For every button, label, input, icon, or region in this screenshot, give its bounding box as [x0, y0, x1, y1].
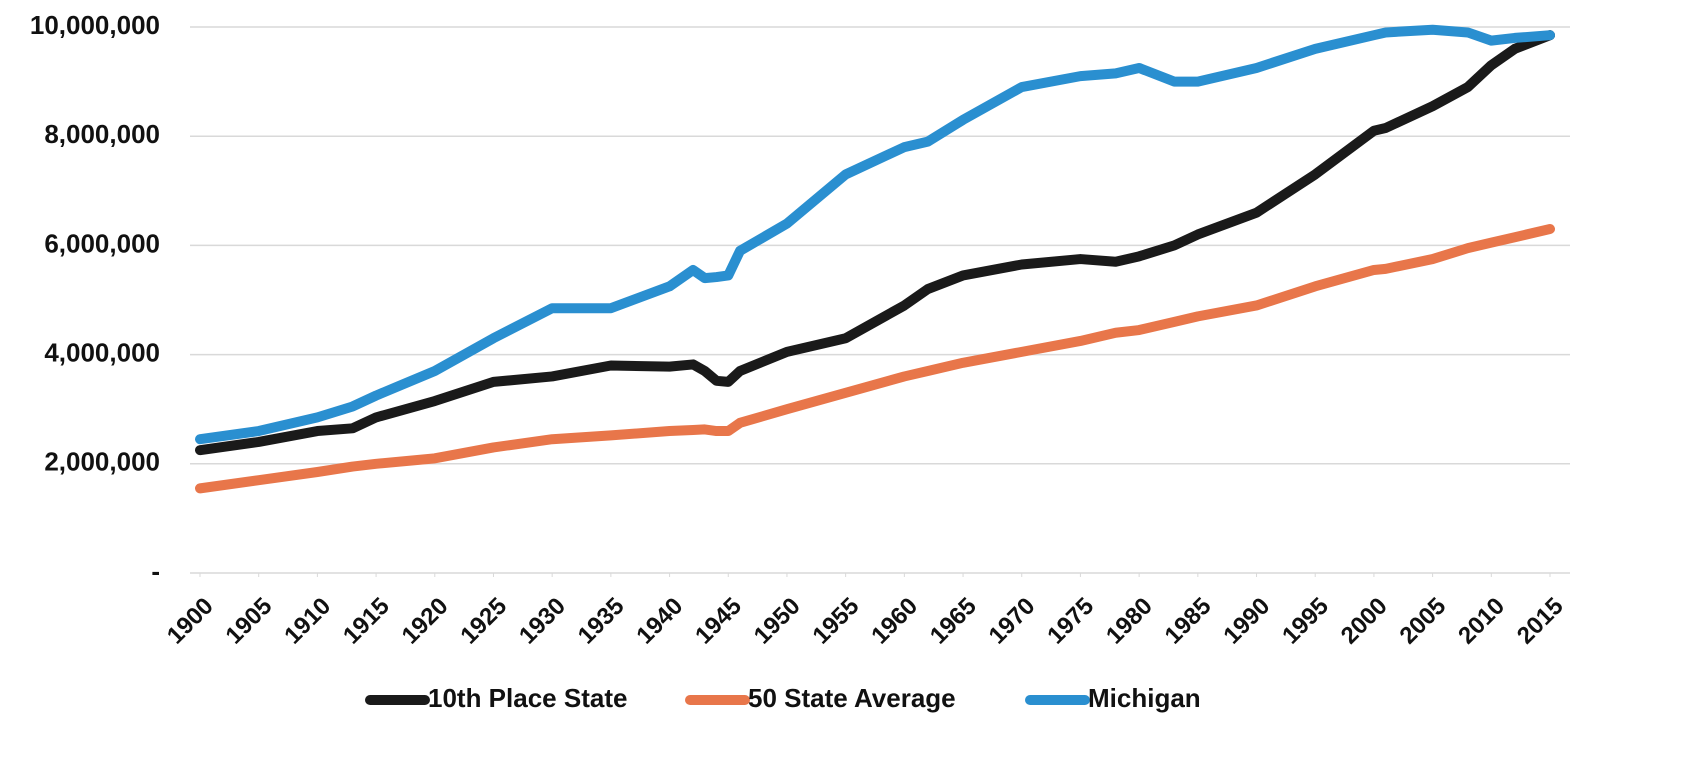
x-tick-label: 1910 — [279, 593, 336, 650]
x-tick-label: 1995 — [1277, 593, 1334, 650]
x-tick-label: 1960 — [866, 593, 923, 650]
y-tick-label: 8,000,000 — [44, 119, 160, 149]
series-line — [195, 30, 1555, 456]
x-tick-label: 1950 — [749, 593, 806, 650]
x-tick-label: 1920 — [397, 593, 454, 650]
series-line — [195, 224, 1555, 494]
x-tick-label: 1915 — [338, 593, 395, 650]
x-tick-label: 1975 — [1042, 593, 1099, 650]
legend-label: 50 State Average — [748, 683, 956, 713]
y-tick-label: 2,000,000 — [44, 447, 160, 477]
legend-label: 10th Place State — [428, 683, 627, 713]
legend-label: Michigan — [1088, 683, 1201, 713]
x-tick-label: 2015 — [1512, 593, 1569, 650]
series-line — [195, 24, 1555, 445]
x-tick-label: 2000 — [1336, 593, 1393, 650]
x-tick-label: 1930 — [514, 593, 571, 650]
x-tick-label: 1935 — [573, 593, 630, 650]
x-tick-label: 1990 — [1218, 593, 1275, 650]
y-tick-label: 4,000,000 — [44, 337, 160, 367]
x-tick-label: 1955 — [808, 593, 865, 650]
x-tick-label: 1925 — [455, 593, 512, 650]
x-tick-label: 1965 — [925, 593, 982, 650]
x-tick-label: 2010 — [1453, 593, 1510, 650]
x-tick-label: 1905 — [221, 593, 278, 650]
y-tick-label: - — [151, 556, 160, 586]
y-tick-label: 10,000,000 — [30, 10, 160, 40]
x-tick-label: 1940 — [631, 593, 688, 650]
x-tick-label: 1985 — [1160, 593, 1217, 650]
x-tick-label: 1980 — [1101, 593, 1158, 650]
x-tick-label: 1945 — [690, 593, 747, 650]
x-tick-label: 2005 — [1394, 593, 1451, 650]
y-tick-label: 6,000,000 — [44, 228, 160, 258]
x-tick-label: 1900 — [162, 593, 219, 650]
x-tick-label: 1970 — [984, 593, 1041, 650]
